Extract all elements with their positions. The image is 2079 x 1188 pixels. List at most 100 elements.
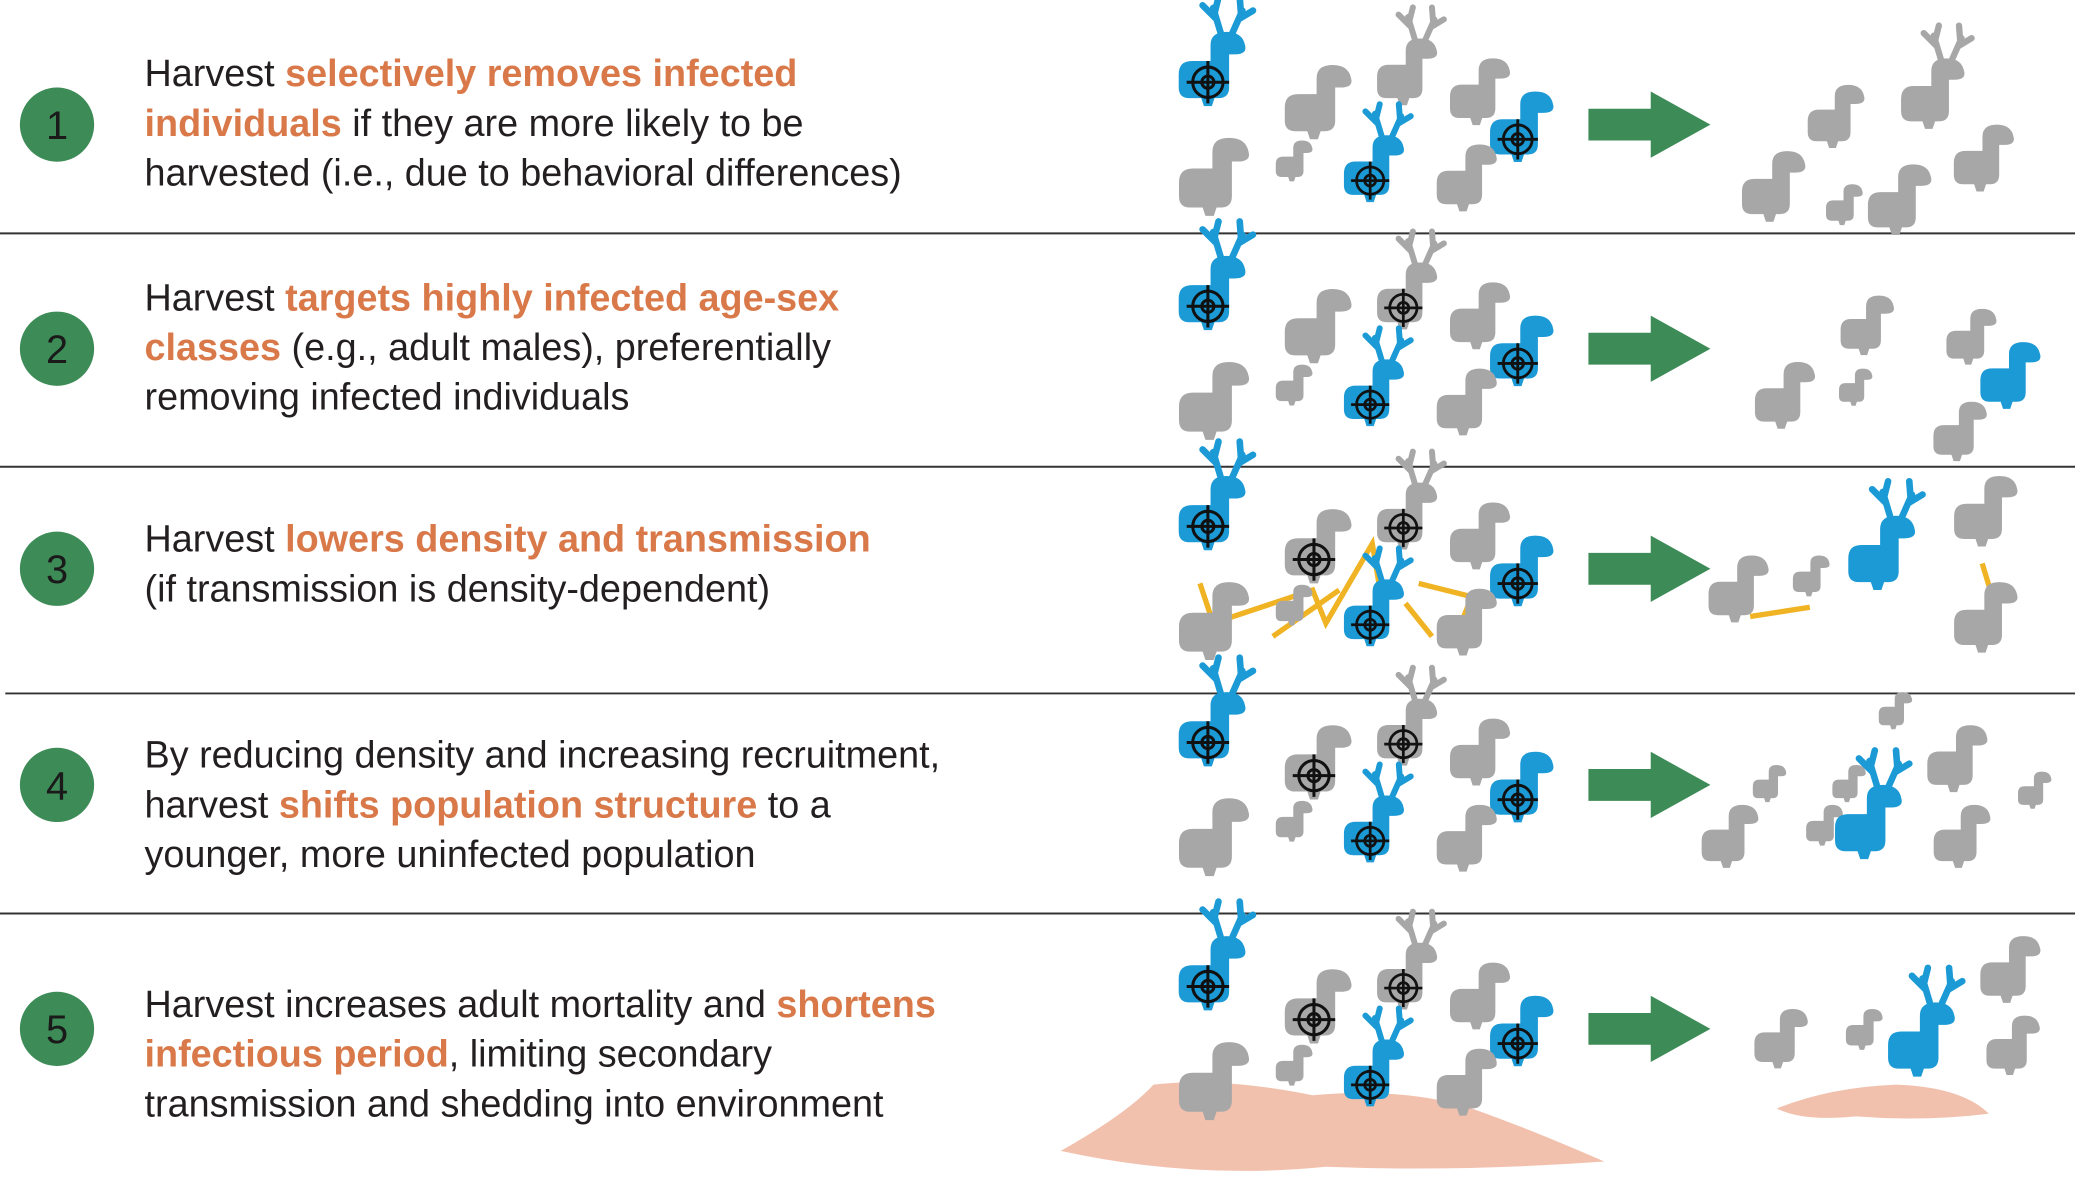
text-line: infectious period, limiting secondary [145, 1034, 773, 1076]
highlight-text: classes [145, 327, 282, 369]
number-label: 3 [46, 548, 68, 592]
deer-icon [1449, 282, 1511, 350]
text-line: Harvest targets highly infected age-sex [145, 277, 840, 319]
deer-icon [1901, 26, 1972, 129]
deer-icon [1179, 442, 1253, 551]
deer-icon [1178, 137, 1250, 216]
deer-icon [1275, 140, 1313, 182]
deer-icon [1741, 151, 1806, 222]
number-label: 2 [46, 328, 68, 372]
plain-text: harvest [145, 784, 279, 826]
deer-icon [1807, 84, 1865, 148]
text-line: younger, more uninfected population [145, 834, 756, 876]
text-line: Harvest increases adult mortality and sh… [145, 984, 936, 1026]
plain-text: if they are more likely to be [342, 103, 804, 145]
text-line: removing infected individuals [145, 377, 630, 419]
text-line: transmission and shedding into environme… [145, 1083, 884, 1125]
deer-icon [1436, 368, 1497, 436]
deer-icon [1986, 1015, 2040, 1076]
deer-icon [1178, 361, 1250, 440]
deer-icon [1436, 588, 1497, 656]
environment-puddle-small [1776, 1084, 1989, 1119]
plain-text: to a [757, 784, 831, 826]
highlight-text: selectively removes infected [285, 53, 797, 95]
deer-icon [2018, 771, 2052, 809]
plain-text: removing infected individuals [145, 377, 630, 419]
plain-text: Harvest [145, 53, 286, 95]
content: 1 Harvest selectively removes infected ind… [19, 0, 2052, 1125]
deer-icon [1954, 475, 2018, 547]
deer-icon [1449, 502, 1511, 570]
text-line: Harvest selectively removes infected [145, 53, 798, 95]
deer-icon [1848, 481, 1922, 590]
deer-icon [1754, 361, 1816, 429]
deer-icon [1845, 1009, 1883, 1050]
deer-icon [1946, 308, 1997, 365]
text-line: By reducing density and increasing recru… [145, 735, 941, 777]
deer-icon [1792, 555, 1830, 597]
deer-icon [1436, 1048, 1497, 1116]
separators [0, 232, 2076, 915]
plain-text: harvested (i.e., due to behavioral diffe… [145, 153, 902, 195]
deer-icon [1377, 232, 1444, 330]
deer-icon [1752, 765, 1787, 803]
deer-icon [1179, 902, 1253, 1011]
deer-icon [1179, 0, 1253, 106]
plain-text: , limiting secondary [449, 1034, 772, 1076]
deer-icon [1878, 692, 1913, 730]
deer-icon [1284, 64, 1352, 140]
deer-icon [1377, 668, 1444, 766]
number-badge [19, 87, 95, 162]
arrow [1588, 995, 1711, 1063]
deer-icon [1344, 765, 1411, 863]
deer-icon [1344, 548, 1411, 646]
deer-icon [1449, 58, 1511, 126]
plain-text: Harvest [145, 277, 286, 319]
plain-text: transmission and shedding into environme… [145, 1083, 884, 1125]
text-line: harvested (i.e., due to behavioral diffe… [145, 153, 902, 195]
arrow [1588, 535, 1711, 602]
deer-icon [1701, 804, 1759, 868]
deer-icon [1708, 555, 1769, 623]
deer-icon [1953, 124, 2014, 192]
text-line: individuals if they are more likely to b… [145, 103, 804, 145]
deer-icon [1839, 368, 1873, 406]
deer-icon [1826, 184, 1863, 226]
number-label: 5 [46, 1008, 68, 1052]
number-badge [19, 311, 95, 386]
plain-text: Harvest increases adult mortality and [145, 984, 777, 1026]
deer-icon [1275, 800, 1313, 842]
plain-text: (e.g., adult males), preferentially [281, 327, 831, 369]
text-line: classes (e.g., adult males), preferentia… [145, 327, 832, 369]
deer-icon [1275, 584, 1313, 626]
deer-icon [1449, 962, 1511, 1030]
deer-icon [1927, 725, 1988, 793]
text-line: Harvest lowers density and transmission [145, 519, 871, 561]
environment-puddle [1060, 1082, 1605, 1171]
deer-icon [1179, 221, 1253, 330]
deer-icon [1178, 798, 1250, 877]
deer-icon [1980, 342, 2041, 409]
deer-icon [1178, 582, 1250, 661]
plain-text: younger, more uninfected population [145, 834, 756, 876]
number-badge [19, 991, 95, 1067]
highlight-text: individuals [145, 103, 342, 145]
deer-icon [1344, 328, 1411, 426]
deer-icon [1840, 295, 1894, 356]
deer-icon [1179, 658, 1253, 767]
arrow [1588, 315, 1711, 382]
deer-icon [1344, 104, 1411, 202]
text-line: harvest shifts population structure to a [145, 784, 831, 826]
deer-icon [1933, 804, 1991, 868]
deer-icon [1436, 804, 1497, 872]
deer-icon [1867, 164, 1932, 235]
deer-icon [1933, 401, 1987, 462]
arrow [1588, 751, 1711, 819]
highlight-text: shifts population structure [279, 784, 757, 826]
deer-icon [1954, 582, 2018, 653]
deer-icon [1832, 765, 1866, 803]
deer-icon [1980, 936, 2041, 1003]
highlight-text: targets highly infected age-sex [285, 277, 839, 319]
